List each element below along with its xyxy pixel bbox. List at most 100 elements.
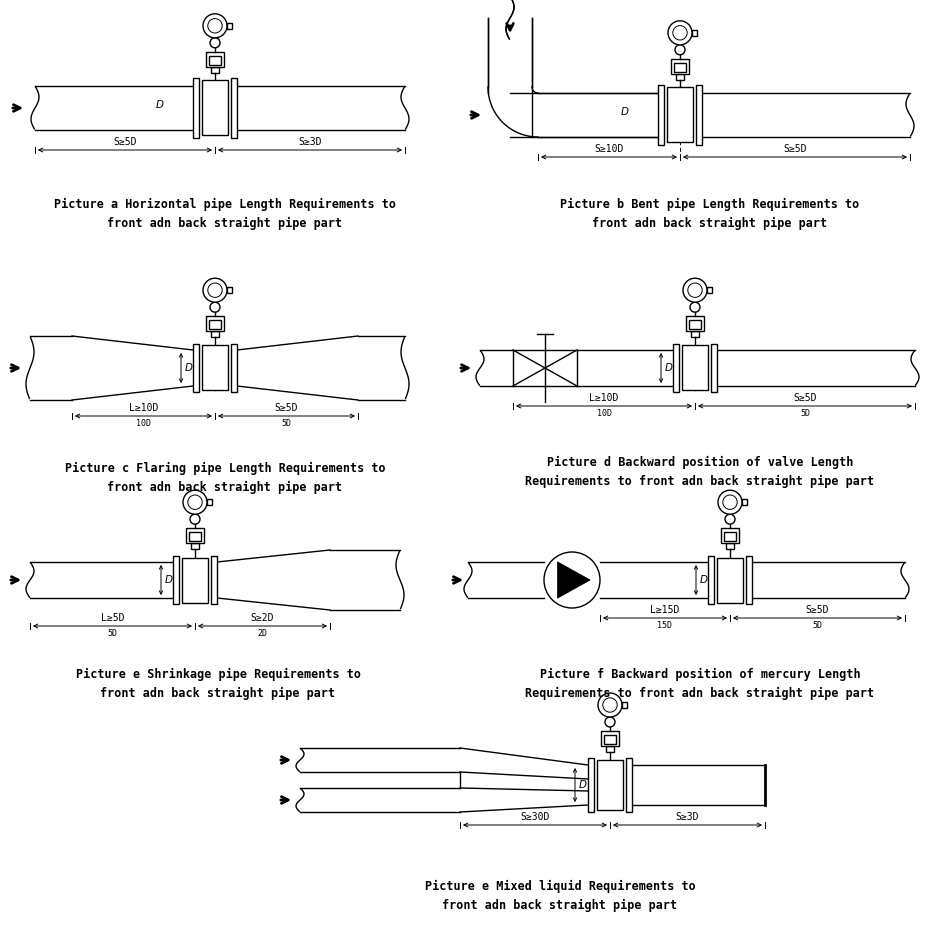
Bar [726,543,734,550]
Bar [626,758,632,812]
Bar [211,556,217,604]
Bar [588,758,594,812]
Text: S≥10D: S≥10D [594,144,624,154]
Bar [721,528,739,543]
Bar [207,499,212,505]
Bar [209,56,221,65]
Text: Picture b Bent pipe Length Requirements to
front adn back straight pipe part: Picture b Bent pipe Length Requirements … [560,198,859,231]
Bar [206,316,224,331]
Text: L≥10D: L≥10D [128,403,158,413]
Bar [206,52,224,67]
Text: Picture f Backward position of mercury Length
Requirements to front adn back str: Picture f Backward position of mercury L… [525,668,874,700]
Circle shape [602,698,617,712]
Bar [622,702,627,708]
Bar [696,86,702,145]
Polygon shape [558,562,590,598]
Text: S≥5D: S≥5D [275,403,298,413]
Bar [231,78,237,138]
Text: D: D [579,780,587,790]
Text: L≥10D: L≥10D [589,393,619,403]
Text: D: D [665,363,673,373]
Bar [658,86,664,145]
Text: Picture d Backward position of valve Length
Requirements to front adn back strai: Picture d Backward position of valve Len… [525,456,874,488]
Bar [676,73,684,80]
Circle shape [210,38,220,47]
Text: Picture a Horizontal pipe Length Requirements to
front adn back straight pipe pa: Picture a Horizontal pipe Length Require… [54,198,396,231]
Text: D: D [185,363,193,373]
Bar [211,331,219,338]
Text: 5D: 5D [813,621,822,630]
Circle shape [675,45,685,55]
Bar [746,556,752,604]
Bar [189,532,201,541]
Circle shape [203,278,227,302]
Bar [667,87,693,142]
Bar [601,731,619,746]
Bar [182,557,208,603]
Bar [689,320,701,329]
Text: 2D: 2D [258,629,267,638]
Circle shape [668,20,692,45]
Bar [227,23,232,29]
Text: D: D [156,100,164,110]
Bar [173,556,179,604]
Circle shape [203,14,227,38]
Circle shape [598,693,622,717]
Circle shape [605,717,615,727]
Circle shape [188,495,202,510]
Bar [673,344,679,392]
Text: D: D [621,107,629,117]
Text: S≥5D: S≥5D [793,393,816,403]
Text: S≥5D: S≥5D [805,605,830,615]
Text: Picture e Mixed liquid Requirements to
front adn back straight pipe part: Picture e Mixed liquid Requirements to f… [425,880,695,912]
Bar [202,81,228,136]
Circle shape [183,490,207,514]
Circle shape [208,19,223,33]
Text: S≥5D: S≥5D [783,144,807,154]
Bar [186,528,204,543]
Text: S≥3D: S≥3D [298,137,322,147]
Bar [597,760,623,810]
Bar [211,67,219,73]
Text: D: D [700,575,708,585]
Circle shape [210,302,220,312]
Text: 10D: 10D [136,419,151,428]
Bar [674,63,686,72]
Circle shape [688,283,702,298]
Circle shape [208,283,223,298]
Circle shape [683,278,707,302]
Bar [711,344,717,392]
Bar [191,543,199,550]
Bar [717,557,743,603]
Bar [202,346,228,391]
Text: 10D: 10D [597,409,612,418]
Bar [707,287,712,293]
Text: 5D: 5D [800,409,810,418]
Text: Picture c Flaring pipe Length Requirements to
front adn back straight pipe part: Picture c Flaring pipe Length Requiremen… [64,462,385,494]
Text: 5D: 5D [107,629,117,638]
Text: 15D: 15D [657,621,672,630]
Circle shape [190,514,200,525]
Bar [724,532,736,541]
Bar [193,344,199,392]
Bar [606,746,614,752]
Bar [671,59,689,73]
Bar [193,78,199,138]
Circle shape [690,302,700,312]
Circle shape [718,490,742,514]
Bar [708,556,714,604]
Circle shape [725,514,735,525]
Bar [209,320,221,329]
Bar [227,287,232,293]
Text: S≥5D: S≥5D [114,137,137,147]
Bar [604,735,616,744]
Text: S≥30D: S≥30D [520,812,549,822]
Bar [691,331,699,338]
Circle shape [722,495,737,510]
Text: S≥3D: S≥3D [676,812,699,822]
Bar [692,30,697,35]
Circle shape [544,552,600,608]
Text: Picture e Shrinkage pipe Requirements to
front adn back straight pipe part: Picture e Shrinkage pipe Requirements to… [75,668,360,700]
Bar [742,499,747,505]
Text: D: D [165,575,173,585]
